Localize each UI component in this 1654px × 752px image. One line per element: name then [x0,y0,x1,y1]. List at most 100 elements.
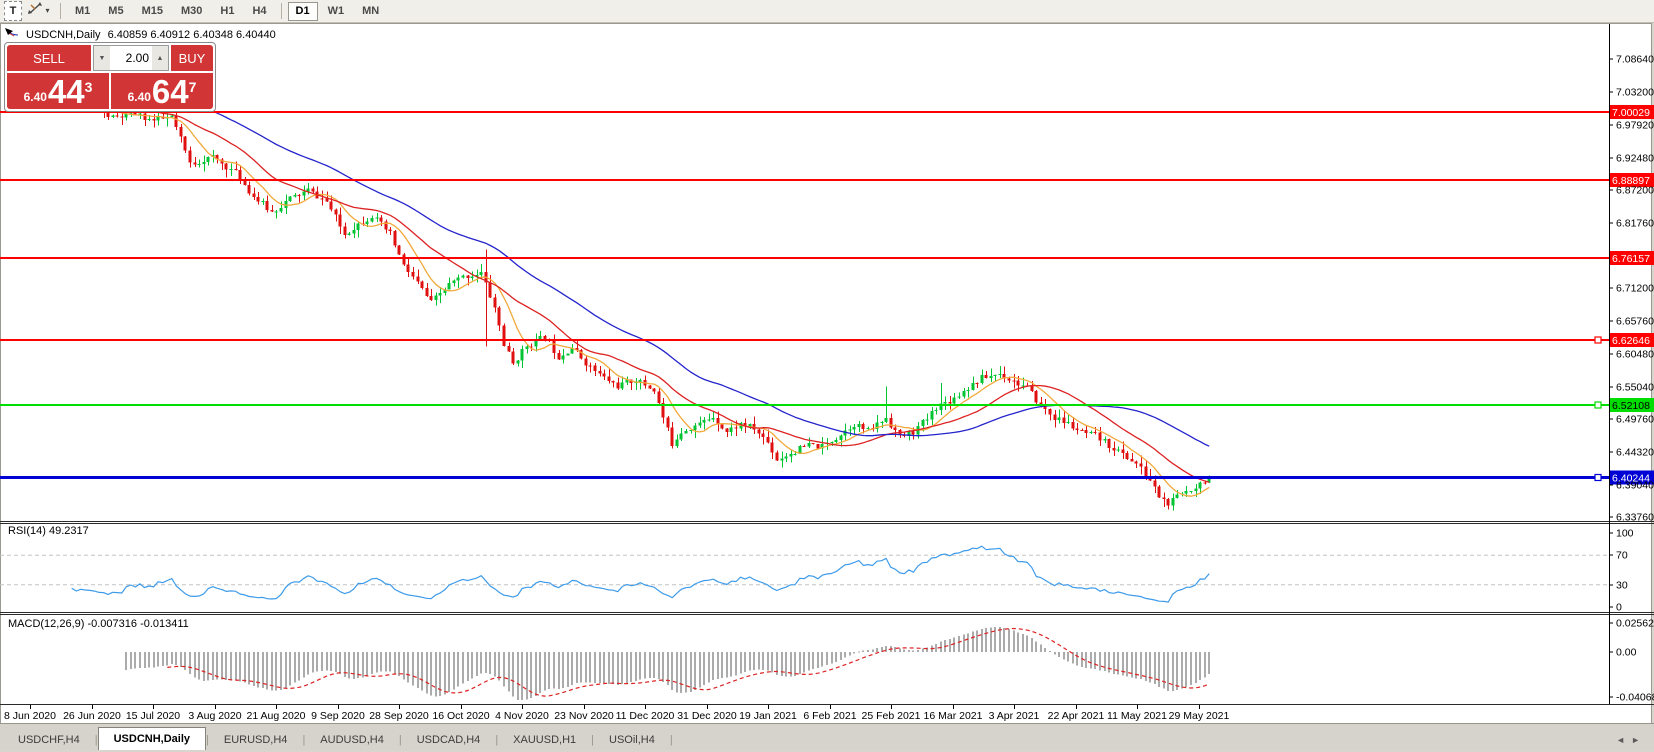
svg-text:8 Jun 2020: 8 Jun 2020 [4,710,56,722]
timeframe-h4[interactable]: H4 [252,4,267,17]
buy-button[interactable]: BUY [171,45,213,71]
svg-text:7.03200: 7.03200 [1616,87,1654,99]
svg-text:-0.040687: -0.040687 [1616,692,1654,704]
rsi-levels [0,554,1609,586]
chart-tab-usdcad-h4[interactable]: USDCAD,H4 [416,734,481,746]
svg-text:9 Sep 2020: 9 Sep 2020 [311,710,365,722]
svg-text:11 May 2021: 11 May 2021 [1107,710,1167,722]
buy-price-big: 64 [151,73,189,110]
svg-text:23 Nov 2020: 23 Nov 2020 [554,710,614,722]
svg-text:6.40244: 6.40244 [1612,473,1650,485]
volume-increase-icon[interactable]: ▲ [152,46,168,70]
chart-icon [5,28,19,42]
svg-text:6.55040: 6.55040 [1616,382,1654,394]
timeframe-m5[interactable]: M5 [108,4,124,17]
timeframe-mn[interactable]: MN [362,4,380,17]
date-axis: 8 Jun 2020 26 Jun 2020 15 Jul 2020 3 Aug 20… [4,705,1230,722]
svg-text:31 Dec 2020: 31 Dec 2020 [677,710,737,722]
tab-divider: | [302,734,306,746]
sell-price-prefix: 6.40 [23,90,47,104]
svg-text:28 Sep 2020: 28 Sep 2020 [369,710,429,722]
macd-signal-line [167,627,1210,697]
timeframe-m1[interactable]: M1 [75,4,91,17]
svg-text:11 Dec 2020: 11 Dec 2020 [616,710,675,722]
macd-indicator-label: MACD(12,26,9) -0.007316 -0.013411 [8,618,189,630]
timeframe-d1[interactable]: D1 [287,1,318,21]
chart-tab-usdchf-h4[interactable]: USDCHF,H4 [18,734,80,746]
svg-text:16 Mar 2021: 16 Mar 2021 [924,710,983,722]
svg-text:6.87200: 6.87200 [1616,185,1654,197]
svg-text:3 Apr 2021: 3 Apr 2021 [989,710,1040,722]
one-click-trading-panel: SELL ▼ 2.00 ▲ BUY 6.40 44 3 6.40 64 7 [4,42,216,112]
svg-text:6.60480: 6.60480 [1616,349,1654,361]
svg-text:4 Nov 2020: 4 Nov 2020 [495,710,549,722]
tab-divider: | [94,734,98,746]
chart-tab-usoil-h4[interactable]: USOil,H4 [609,734,655,746]
svg-text:0.025623: 0.025623 [1616,618,1654,630]
tab-divider: | [398,734,402,746]
tab-divider: | [591,734,594,746]
svg-text:6.81760: 6.81760 [1616,218,1654,230]
volume-field[interactable]: 2.00 [110,46,152,70]
horizontal-lines[interactable]: 7.00029 6.88897 6.76157 6.62646 6.52108 6.402… [0,105,1654,485]
ma-fast [39,72,1210,497]
tab-divider: | [206,734,209,746]
line-handle[interactable] [1594,401,1602,409]
sell-button[interactable]: SELL [7,45,91,71]
toolbar-separator [60,3,61,19]
chart-tab-xauusd-h1[interactable]: XAUUSD,H1 [513,734,577,746]
svg-text:100: 100 [1616,528,1634,540]
svg-text:3 Aug 2020: 3 Aug 2020 [188,710,241,722]
rsi-indicator-label: RSI(14) 49.2317 [8,525,89,537]
svg-text:6.71200: 6.71200 [1616,283,1654,295]
svg-text:6.39040: 6.39040 [1616,480,1654,492]
sell-price-sup: 3 [84,79,93,95]
chart-tab-audusd-h4[interactable]: AUDUSD,H4 [320,734,384,746]
timeframe-h1[interactable]: H1 [220,4,235,17]
axes: 7.08640 7.03200 6.97920 6.92480 6.87200 6.817… [0,24,1654,705]
timeframe-w1[interactable]: W1 [327,4,345,17]
timeframe-m15[interactable]: M15 [141,4,163,17]
scroll-left-icon: ◄ [1616,735,1632,745]
chart-tab-usdcnh-daily[interactable]: USDCNH,Daily [97,727,206,750]
svg-text:6.76157: 6.76157 [1612,253,1650,265]
svg-text:26 Jun 2020: 26 Jun 2020 [63,710,121,722]
chart-tab-bar: USDCHF,H4 | USDCNH,Daily | EURUSD,H4 | AUDUSD,… [0,723,1654,750]
svg-text:6.33760: 6.33760 [1616,512,1654,524]
svg-text:22 Apr 2021: 22 Apr 2021 [1048,710,1105,722]
line-handle[interactable] [1594,336,1602,344]
svg-text:19 Jan 2021: 19 Jan 2021 [739,710,797,722]
svg-text:6 Feb 2021: 6 Feb 2021 [803,710,856,722]
svg-text:7.08640: 7.08640 [1616,54,1654,66]
ma-slow [207,108,1210,447]
cursor-tool-button[interactable]: ▾ [24,2,54,20]
toolbar-separator [280,3,282,19]
svg-text:16 Oct 2020: 16 Oct 2020 [432,710,489,722]
chart-symbol-period: USDCNH,Daily [26,29,101,41]
timeframe-buttons: M1 M5 M15 M30 H1 H4 D1 W1 MN [66,1,388,21]
svg-text:6.44320: 6.44320 [1616,447,1654,459]
svg-text:0.00: 0.00 [1616,647,1637,659]
line-handle[interactable] [1594,473,1602,482]
svg-text:6.62646: 6.62646 [1612,335,1650,347]
svg-text:25 Feb 2021: 25 Feb 2021 [862,710,921,722]
svg-text:7.00029: 7.00029 [1612,107,1650,119]
volume-decrease-icon[interactable]: ▼ [94,46,110,70]
svg-text:29 May 2021: 29 May 2021 [1169,710,1230,722]
top-toolbar: T ▾ M1 M5 M15 M30 H1 H4 D1 W1 MN [0,0,1654,23]
candlesticks[interactable] [6,61,1211,511]
chart-ohlc-values: 6.40859 6.40912 6.40348 6.40440 [107,29,276,41]
rsi-line [71,545,1210,603]
svg-text:15 Jul 2020: 15 Jul 2020 [126,710,180,722]
buy-price-button[interactable]: 6.40 64 7 [111,73,213,109]
timeframe-m30[interactable]: M30 [180,4,203,17]
chart-tab-eurusd-h4[interactable]: EURUSD,H4 [223,734,288,746]
svg-text:0: 0 [1616,602,1622,614]
sell-price-button[interactable]: 6.40 44 3 [7,73,109,109]
text-tool-button[interactable]: T [4,1,22,21]
buy-price-sup: 7 [188,79,197,95]
tab-scroll-arrows[interactable]: ◄► [1616,735,1646,745]
price-chart-area[interactable]: 7.000296.888976.761576.626466.521086.402… [0,23,1654,723]
dropdown-caret-icon: ▾ [45,6,50,15]
chart-title: USDCNH,Daily 6.40859 6.40912 6.40348 6.4… [5,28,276,42]
